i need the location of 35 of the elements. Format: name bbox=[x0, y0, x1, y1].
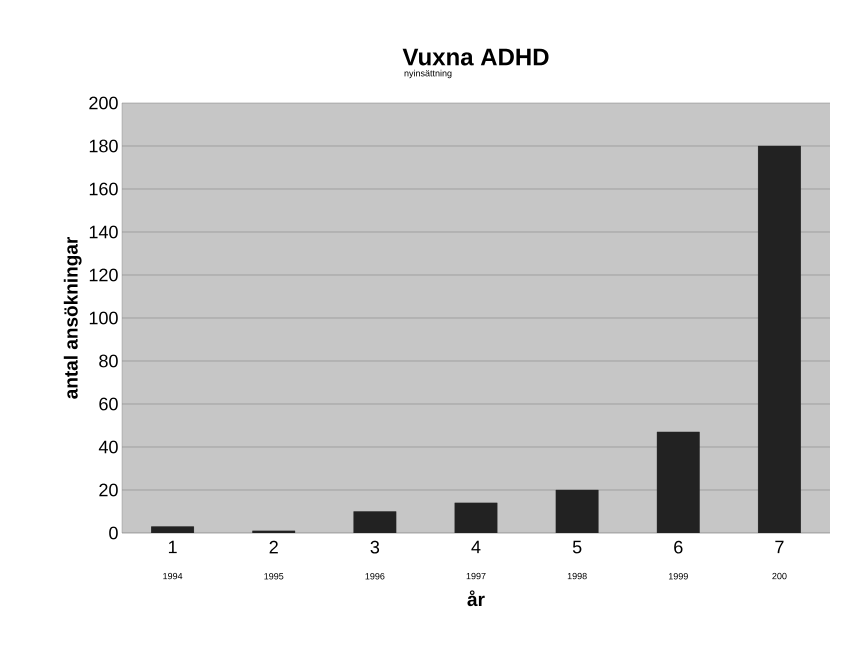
bar bbox=[151, 526, 194, 533]
chart-title: Vuxna ADHD bbox=[402, 48, 549, 66]
bar bbox=[656, 432, 700, 533]
y-tick-label: 0 bbox=[109, 526, 118, 540]
x-axis-title: år bbox=[467, 590, 485, 606]
y-tick-label: 120 bbox=[90, 268, 118, 282]
y-tick-label: 100 bbox=[90, 312, 118, 324]
x-tick-label: 3 bbox=[370, 540, 380, 554]
text: 1994 bbox=[163, 572, 182, 580]
text: 1998 bbox=[568, 572, 587, 580]
text: 200 bbox=[772, 572, 787, 580]
y-tick-label: 80 bbox=[99, 354, 118, 368]
y-axis-title: antal ansökningar bbox=[64, 237, 82, 399]
bar bbox=[353, 511, 396, 533]
bar bbox=[454, 502, 498, 533]
y-tick-label: 180 bbox=[90, 140, 118, 152]
x-tick-label: 6 bbox=[674, 540, 682, 554]
text: 1997 bbox=[466, 572, 486, 580]
y-tick-label: 200 bbox=[89, 96, 118, 110]
text: 1999 bbox=[668, 573, 688, 580]
x-tick-label: 5 bbox=[572, 540, 582, 554]
bar bbox=[758, 146, 801, 533]
x-tick-label: 1 bbox=[168, 540, 177, 554]
y-tick-label: 140 bbox=[90, 226, 118, 238]
y-tick-label: 40 bbox=[98, 440, 118, 454]
y-tick-label: 20 bbox=[99, 484, 118, 496]
x-tick-label: 4 bbox=[471, 540, 480, 554]
bar bbox=[556, 490, 599, 533]
x-tick-label: 7 bbox=[775, 540, 784, 554]
y-tick-label: 160 bbox=[90, 182, 118, 196]
text: 1995 bbox=[264, 573, 284, 580]
text: 1996 bbox=[366, 573, 384, 580]
x-tick-label: 2 bbox=[270, 540, 278, 554]
y-tick-label: 60 bbox=[99, 398, 118, 410]
chart-subtitle: nyinsättning bbox=[404, 70, 452, 78]
